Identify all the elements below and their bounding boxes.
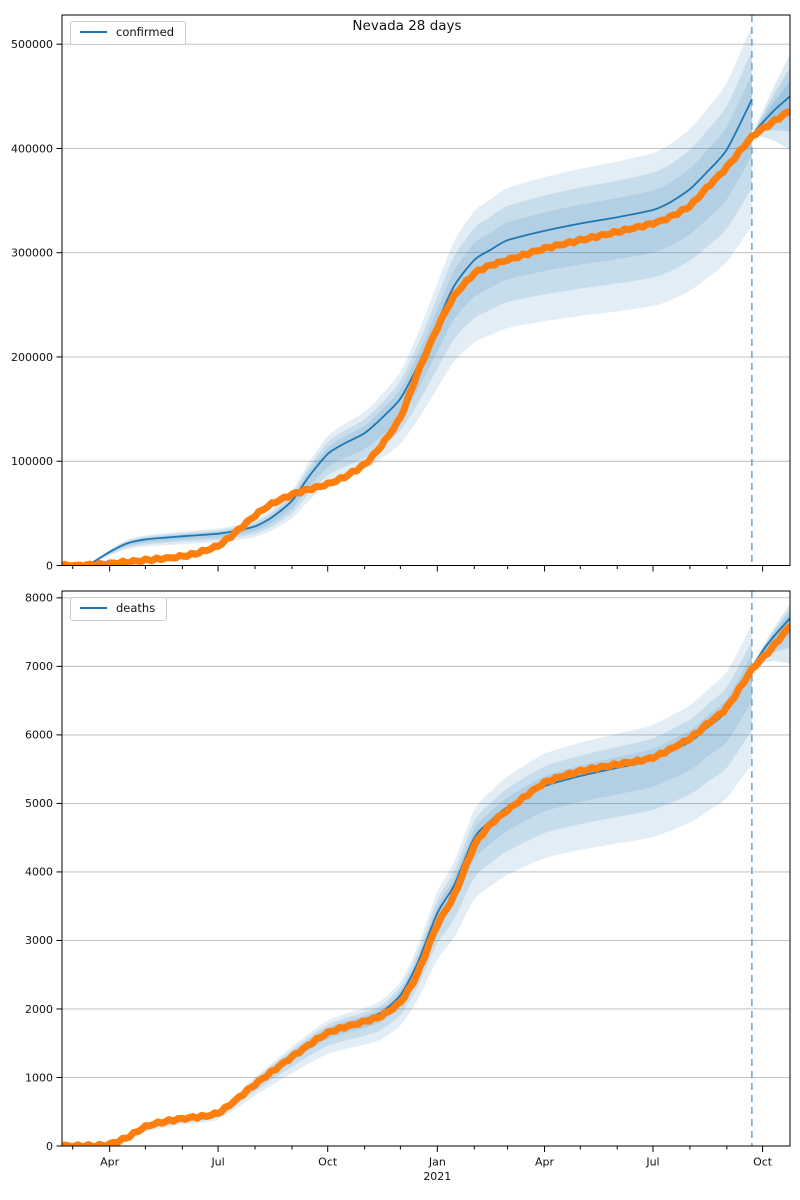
x-tick-label: Jul xyxy=(645,1156,659,1169)
y-tick-label: 8000 xyxy=(25,592,53,605)
legend-label-confirmed: confirmed xyxy=(116,25,174,39)
grid-lines xyxy=(62,597,790,1078)
y-tick-label: 0 xyxy=(46,1140,53,1153)
confidence-band xyxy=(95,641,752,1146)
y-axis: 0 100000 200000 300000 400000 500000 xyxy=(11,38,62,572)
confidence-band xyxy=(95,624,752,1146)
plot-area xyxy=(62,591,790,1146)
legend-line-sample xyxy=(80,31,107,34)
y-axis: 0 1000 2000 3000 4000 5000 6000 7000 8000 xyxy=(25,592,62,1153)
y-tick-label: 1000 xyxy=(25,1071,53,1084)
y-tick-label: 100000 xyxy=(11,455,53,468)
x-year-label: 2021 xyxy=(423,1170,451,1183)
y-tick-label: 500000 xyxy=(11,38,53,51)
y-tick-label: 5000 xyxy=(25,797,53,810)
axes-frame xyxy=(61,14,791,566)
axes-frame xyxy=(61,590,791,1147)
confidence-band xyxy=(88,50,752,566)
x-tick-label: Apr xyxy=(535,1156,555,1169)
y-tick-label: 400000 xyxy=(11,142,53,155)
plot-area xyxy=(62,15,790,566)
chart-deaths: 0 1000 2000 3000 4000 5000 6000 7000 8000 Apr Jul O… xyxy=(25,590,791,1183)
confidence-band xyxy=(88,73,752,566)
y-tick-label: 200000 xyxy=(11,351,53,364)
x-axis: Apr Jul Oct Jan Apr Jul Oct 2021 xyxy=(72,1146,773,1183)
y-tick-label: 4000 xyxy=(25,866,53,879)
legend-line-sample xyxy=(80,607,107,610)
x-tick-label: Oct xyxy=(318,1156,338,1169)
y-tick-label: 3000 xyxy=(25,934,53,947)
y-tick-label: 7000 xyxy=(25,660,53,673)
chart-title: Nevada 28 days xyxy=(352,18,462,34)
y-tick-label: 6000 xyxy=(25,729,53,742)
chart-confirmed: 0 100000 200000 300000 400000 500000 xyxy=(11,14,791,572)
confidence-band xyxy=(88,24,752,566)
x-tick-label: Jan xyxy=(428,1156,446,1169)
legend-deaths: deaths xyxy=(70,597,168,621)
confidence-band xyxy=(95,654,752,1146)
x-tick-label: Oct xyxy=(753,1156,773,1169)
observed-line xyxy=(62,108,790,566)
y-tick-label: 0 xyxy=(46,559,53,572)
forecast-band xyxy=(751,81,790,135)
y-tick-label: 300000 xyxy=(11,247,53,260)
legend-label-deaths: deaths xyxy=(116,601,156,615)
observed-line xyxy=(62,623,790,1146)
y-tick-label: 2000 xyxy=(25,1003,53,1016)
legend-confirmed: confirmed xyxy=(70,21,186,45)
x-axis xyxy=(72,565,764,572)
x-tick-label: Jul xyxy=(210,1156,224,1169)
x-tick-label: Apr xyxy=(100,1156,120,1169)
